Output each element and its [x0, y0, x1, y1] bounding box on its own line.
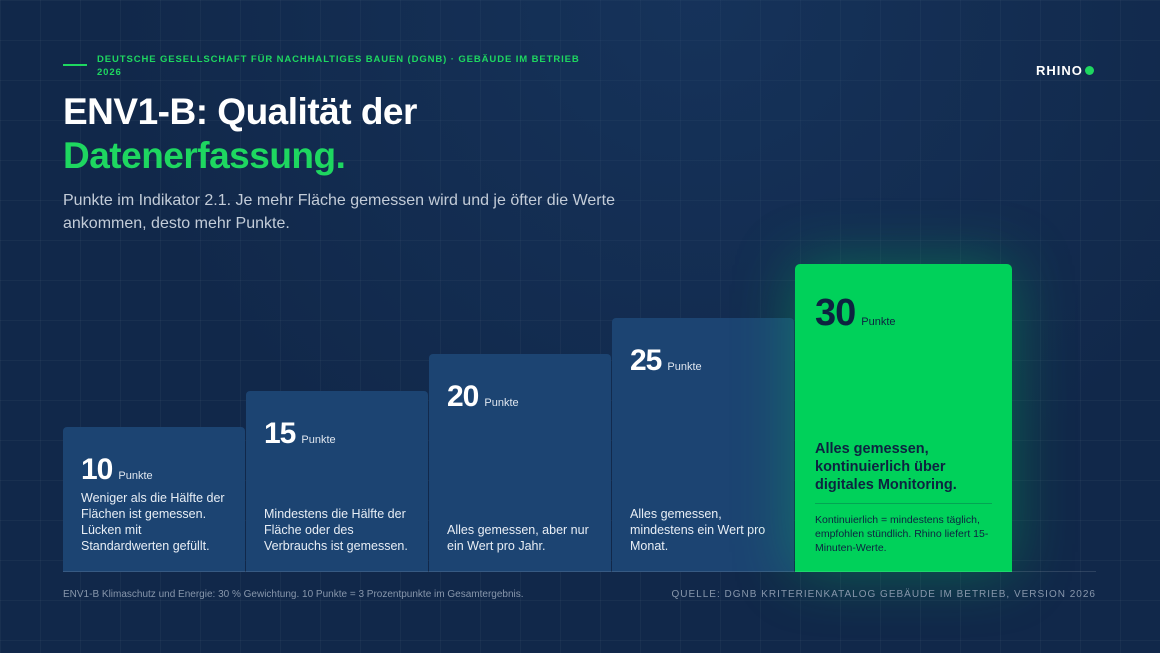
- title-line-1: ENV1-B: Qualität der: [63, 91, 417, 132]
- tier-points: 20 Punkte: [447, 380, 593, 414]
- tier-description: Mindestens die Hälfte der Fläche oder de…: [264, 507, 408, 553]
- tier-points-unit: Punkte: [118, 470, 153, 482]
- tier-note: Kontinuierlich = mindestens täglich, emp…: [815, 514, 989, 554]
- tier-points-value: 30: [815, 292, 856, 334]
- divider: [815, 503, 992, 504]
- tier-card-20: 20 Punkte Alles gemessen, aber nur ein W…: [429, 354, 611, 572]
- tier-points-value: 25: [630, 344, 662, 377]
- tier-points-unit: Punkte: [301, 434, 336, 446]
- tier-points-value: 15: [264, 417, 296, 450]
- tier-description: Alles gemessen, mindestens ein Wert pro …: [630, 507, 766, 553]
- footer-source: QUELLE: DGNB KRITERIENKATALOG GEBÄUDE IM…: [671, 589, 1096, 600]
- tier-description: Alles gemessen, kontinuierlich über digi…: [815, 441, 957, 493]
- tier-points-unit: Punkte: [484, 397, 519, 409]
- rhino-logo: RHINO: [1036, 63, 1094, 78]
- tier-points-value: 10: [81, 453, 113, 486]
- eyebrow: DEUTSCHE GESELLSCHAFT FÜR NACHHALTIGES B…: [63, 53, 583, 79]
- tier-points-unit: Punkte: [861, 316, 896, 328]
- tier-points: 15 Punkte: [264, 417, 410, 451]
- logo-wordmark: RHINO: [1036, 63, 1083, 78]
- tier-description: Weniger als die Hälfte der Flächen ist g…: [81, 491, 225, 553]
- eyebrow-accent-line: [63, 64, 87, 66]
- tier-points-value: 20: [447, 380, 479, 413]
- page-title: ENV1-B: Qualität der Datenerfassung.: [63, 90, 417, 178]
- tier-points: 10 Punkte: [81, 453, 227, 487]
- footer-note: ENV1-B Klimaschutz und Energie: 30 % Gew…: [63, 589, 524, 600]
- tier-points: 25 Punkte: [630, 344, 776, 378]
- tier-points: 30 Punkte: [815, 292, 992, 335]
- tier-card-15: 15 Punkte Mindestens die Hälfte der Fläc…: [246, 391, 428, 572]
- logo-dot-icon: [1084, 66, 1094, 75]
- eyebrow-text: DEUTSCHE GESELLSCHAFT FÜR NACHHALTIGES B…: [97, 54, 580, 78]
- baseline-divider: [63, 571, 1096, 572]
- tier-card-30-highlight: 30 Punkte Alles gemessen, kontinuierlich…: [795, 264, 1012, 572]
- tier-description: Alles gemessen, aber nur ein Wert pro Ja…: [447, 523, 589, 553]
- tier-points-unit: Punkte: [667, 361, 702, 373]
- tier-card-10: 10 Punkte Weniger als die Hälfte der Flä…: [63, 427, 245, 572]
- title-line-2: Datenerfassung.: [63, 135, 346, 176]
- page-subtitle: Punkte im Indikator 2.1. Je mehr Fläche …: [63, 192, 615, 232]
- tier-card-25: 25 Punkte Alles gemessen, mindestens ein…: [612, 318, 794, 572]
